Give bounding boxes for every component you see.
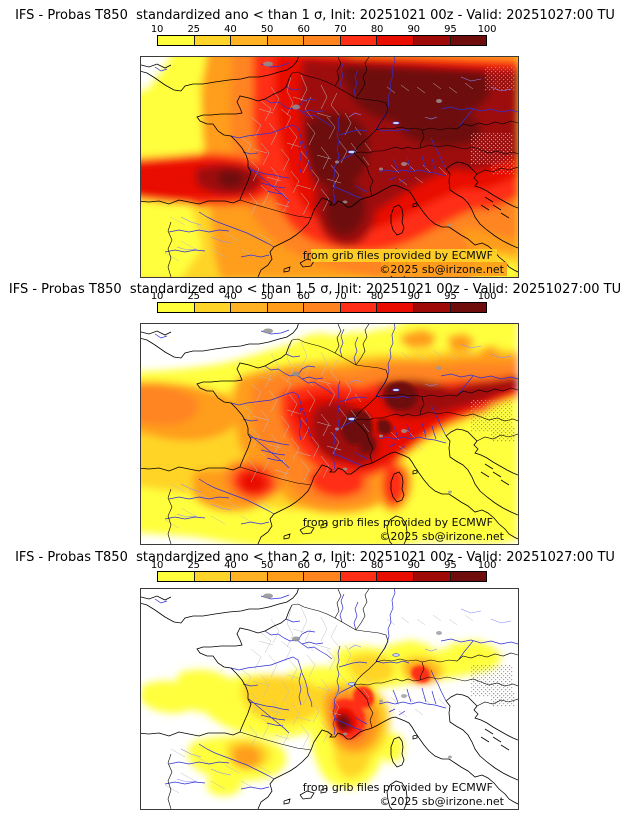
colorbar-segment xyxy=(304,572,341,581)
colorbar-segment xyxy=(231,36,268,45)
colorbar-segment xyxy=(450,36,487,45)
colorbar-1-ticks: 10 25 40 50 60 70 80 90 95 100 xyxy=(151,24,497,36)
colorbar-tick: 10 xyxy=(150,24,164,35)
probability-map-3: from grib files provided by ECMWF ©2025 … xyxy=(140,588,519,810)
colorbar-segment xyxy=(158,572,195,581)
map-2-dark-cores xyxy=(341,381,418,453)
colorbar-tick: 80 xyxy=(370,291,384,302)
colorbar-2 xyxy=(157,302,487,313)
colorbar-tick: 95 xyxy=(444,560,457,571)
colorbar-segment xyxy=(304,303,341,312)
colorbar-segment xyxy=(194,36,232,45)
colorbar-tick: 70 xyxy=(334,560,347,571)
credit-backing-2 xyxy=(381,262,507,276)
colorbar-tick: 80 xyxy=(370,560,384,571)
colorbar-tick: 60 xyxy=(297,560,310,571)
colorbar-segment xyxy=(377,572,414,581)
colorbar-segment xyxy=(450,303,487,312)
colorbar-tick: 25 xyxy=(187,24,200,35)
colorbar-tick: 70 xyxy=(334,24,347,35)
colorbar-segment xyxy=(413,303,451,312)
copyright-credit: ©2025 sb@irizone.net xyxy=(379,795,504,808)
colorbar-tick: 10 xyxy=(150,291,164,302)
colorbar-tick: 25 xyxy=(187,291,200,302)
copyright-credit: ©2025 sb@irizone.net xyxy=(379,263,504,276)
colorbar-tick: 10 xyxy=(150,560,164,571)
panel-3-title: IFS - Probas T850 standardized ano < tha… xyxy=(15,550,615,565)
colorbar-tick: 80 xyxy=(370,24,384,35)
colorbar-segment xyxy=(340,303,378,312)
colorbar-tick: 50 xyxy=(260,560,274,571)
ecmwf-credit: from grib files provided by ECMWF xyxy=(303,516,493,529)
colorbar-tick: 100 xyxy=(477,291,497,302)
probability-map-2-svg: from grib files provided by ECMWF ©2025 … xyxy=(141,324,518,544)
colorbar-2-ticks: 10 25 40 50 60 70 80 90 95 100 xyxy=(151,291,497,303)
colorbar-segment xyxy=(158,303,195,312)
colorbar-segment xyxy=(231,303,268,312)
colorbar-segment xyxy=(413,572,451,581)
colorbar-tick: 40 xyxy=(224,24,237,35)
colorbar-tick: 50 xyxy=(260,24,274,35)
colorbar-tick: 40 xyxy=(224,560,237,571)
colorbar-segment xyxy=(194,572,232,581)
probability-map-2: from grib files provided by ECMWF ©2025 … xyxy=(140,323,519,545)
colorbar-1 xyxy=(157,35,487,46)
copyright-credit: ©2025 sb@irizone.net xyxy=(379,530,504,543)
colorbar-tick: 25 xyxy=(187,560,200,571)
colorbar-tick: 50 xyxy=(260,291,274,302)
colorbar-segment xyxy=(267,572,305,581)
colorbar-tick: 100 xyxy=(477,560,497,571)
colorbar-segment xyxy=(304,36,341,45)
credit-backing-1 xyxy=(311,249,497,262)
colorbar-segment xyxy=(340,36,378,45)
colorbar-segment xyxy=(340,572,378,581)
map-1-probability-field xyxy=(141,57,518,277)
colorbar-tick: 95 xyxy=(444,291,457,302)
colorbar-3-ticks: 10 25 40 50 60 70 80 90 95 100 xyxy=(151,560,497,572)
colorbar-segment xyxy=(377,303,414,312)
colorbar-3 xyxy=(157,571,487,582)
colorbar-tick: 100 xyxy=(477,24,497,35)
colorbar-tick: 70 xyxy=(334,291,347,302)
probability-map-3-svg: from grib files provided by ECMWF ©2025 … xyxy=(141,589,518,809)
ecmwf-credit: from grib files provided by ECMWF xyxy=(303,781,493,794)
colorbar-tick: 40 xyxy=(224,291,237,302)
colorbar-segment xyxy=(194,303,232,312)
ecmwf-credit: from grib files provided by ECMWF xyxy=(303,249,493,262)
colorbar-segment xyxy=(413,36,451,45)
colorbar-segment xyxy=(158,36,195,45)
map-2-probability-field xyxy=(141,324,518,544)
colorbar-segment xyxy=(267,303,305,312)
colorbar-tick: 95 xyxy=(444,24,457,35)
terrain-speckle xyxy=(485,67,515,91)
colorbar-tick: 90 xyxy=(407,24,420,35)
panel-2-title: IFS - Probas T850 standardized ano < tha… xyxy=(8,282,622,297)
panel-1-title: IFS - Probas T850 standardized ano < tha… xyxy=(15,8,615,23)
colorbar-tick: 60 xyxy=(297,24,310,35)
colorbar-segment xyxy=(377,36,414,45)
colorbar-tick: 60 xyxy=(297,291,310,302)
colorbar-segment xyxy=(231,572,268,581)
colorbar-tick: 90 xyxy=(407,560,420,571)
probability-map-1-svg: from grib files provided by ECMWF ©2025 … xyxy=(141,57,518,277)
colorbar-tick: 90 xyxy=(407,291,420,302)
colorbar-segment xyxy=(267,36,305,45)
probability-map-1: from grib files provided by ECMWF ©2025 … xyxy=(140,56,519,278)
colorbar-segment xyxy=(450,572,487,581)
